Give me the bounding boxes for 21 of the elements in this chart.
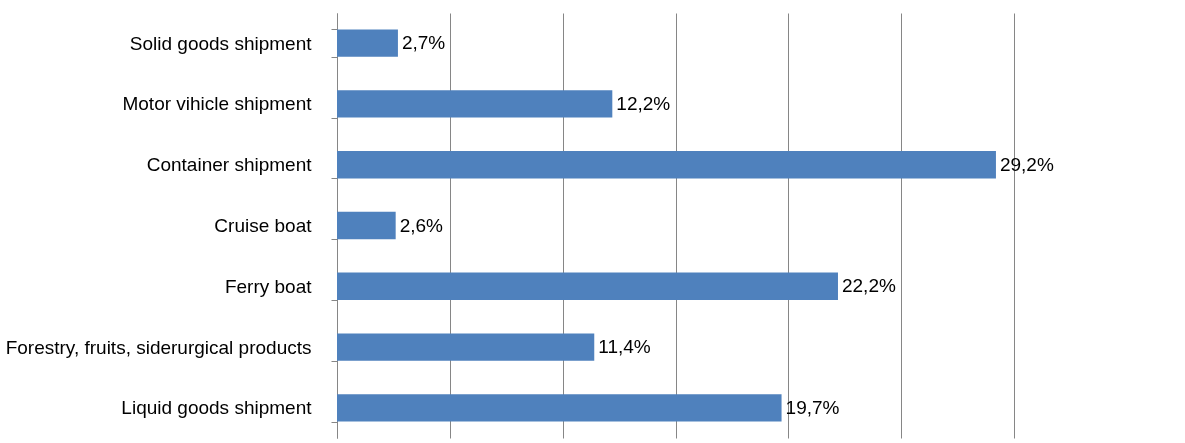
bar (337, 151, 996, 179)
y-tick-label: Cruise boat (214, 215, 313, 236)
data-label: 2,6% (399, 214, 444, 236)
data-label: 12,2% (616, 92, 671, 114)
y-tick-label: Ferry boat (224, 275, 313, 297)
y-tick-label: Forestry, fruits, siderurgical products (5, 336, 312, 358)
bar (337, 333, 595, 361)
bar (337, 29, 398, 57)
data-label: 19,7% (785, 396, 840, 418)
y-tick-label: Solid goods shipment (129, 32, 313, 54)
bar (337, 272, 838, 300)
data-label: 22,2% (841, 275, 896, 297)
y-tick-label: Liquid goods shipment (121, 397, 313, 419)
bar (337, 394, 782, 422)
bar (337, 90, 613, 118)
y-tick-label: Motor vihicle shipment (122, 93, 313, 115)
data-label: 2,7% (401, 32, 446, 54)
data-label: 29,2% (999, 153, 1054, 175)
bar (337, 211, 396, 240)
y-tick-label: Container shipment (146, 154, 313, 176)
data-label: 11,4% (598, 336, 651, 358)
